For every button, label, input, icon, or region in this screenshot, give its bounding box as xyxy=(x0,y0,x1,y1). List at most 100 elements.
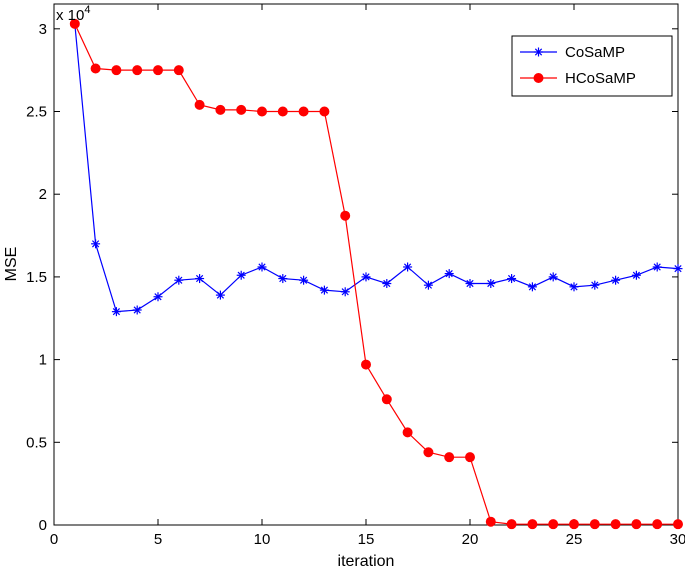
y-tick-label: 0 xyxy=(39,517,47,534)
data-point-hcosamp xyxy=(340,210,351,221)
data-point-cosamp xyxy=(631,270,641,280)
data-point-hcosamp xyxy=(173,65,184,76)
legend-box xyxy=(511,35,673,97)
data-point-hcosamp xyxy=(631,519,642,530)
marker-stroke xyxy=(195,274,204,283)
data-point-cosamp xyxy=(569,282,579,292)
data-point-hcosamp xyxy=(319,106,330,117)
data-point-hcosamp xyxy=(465,452,475,463)
marker-stroke xyxy=(570,283,578,291)
data-point-cosamp xyxy=(91,239,101,249)
data-point-hcosamp xyxy=(610,519,621,530)
data-point-hcosamp xyxy=(652,519,663,530)
marker-stroke xyxy=(487,279,495,288)
marker-stroke xyxy=(91,240,100,248)
marker-stroke xyxy=(403,263,412,271)
data-point-hcosamp xyxy=(236,104,247,115)
marker-stroke xyxy=(591,281,599,289)
y-multiplier-base: x 10 xyxy=(56,7,84,24)
marker-stroke xyxy=(133,306,141,314)
y-multiplier-label: x 104 xyxy=(56,4,90,24)
data-point-hcosamp xyxy=(215,104,226,115)
legend-label-cosamp: CoSaMP xyxy=(565,44,625,61)
data-point-cosamp xyxy=(382,279,392,289)
marker-stroke xyxy=(175,276,183,284)
y-tick-label: 2.5 xyxy=(26,104,47,121)
data-point-hcosamp xyxy=(111,65,122,76)
marker-stroke xyxy=(320,286,329,294)
data-point-hcosamp xyxy=(527,519,538,530)
marker-stroke xyxy=(507,274,516,283)
data-point-hcosamp xyxy=(548,519,559,530)
data-point-hcosamp xyxy=(673,519,683,530)
data-point-cosamp xyxy=(465,279,475,289)
data-point-hcosamp xyxy=(132,65,143,76)
data-point-hcosamp xyxy=(589,519,600,530)
y-tick-label: 1.5 xyxy=(26,269,47,286)
marker-stroke xyxy=(279,274,287,283)
marker-stroke xyxy=(299,276,308,284)
data-point-cosamp xyxy=(257,262,267,272)
data-point-cosamp xyxy=(611,275,621,285)
marker-stroke xyxy=(653,263,661,271)
data-point-hcosamp xyxy=(423,447,434,458)
x-axis-title: iteration xyxy=(338,553,395,569)
marker-stroke xyxy=(549,273,557,281)
marker-stroke xyxy=(528,283,537,291)
data-point-cosamp xyxy=(444,269,454,279)
data-point-cosamp xyxy=(236,270,246,280)
data-point-hcosamp xyxy=(402,427,413,438)
marker-stroke xyxy=(424,281,433,289)
marker-stroke xyxy=(534,48,543,56)
y-tick-label: 2 xyxy=(39,186,47,203)
data-point-cosamp xyxy=(132,305,142,315)
marker-stroke xyxy=(112,308,121,316)
data-point-hcosamp xyxy=(485,516,496,527)
marker-stroke xyxy=(216,291,225,299)
data-point-cosamp xyxy=(361,272,371,282)
data-point-cosamp xyxy=(590,280,600,290)
data-point-hcosamp xyxy=(194,99,205,110)
data-point-cosamp xyxy=(111,307,121,317)
data-point-cosamp xyxy=(153,292,163,302)
x-tick-label: 15 xyxy=(358,531,375,548)
data-point-hcosamp xyxy=(277,106,288,117)
data-point-cosamp xyxy=(319,285,329,295)
data-point-hcosamp xyxy=(257,106,267,117)
data-point-hcosamp xyxy=(298,106,309,117)
data-point-hcosamp xyxy=(506,519,517,530)
data-point-hcosamp xyxy=(444,452,455,463)
data-point-cosamp xyxy=(195,274,205,284)
data-point-cosamp xyxy=(527,282,537,292)
data-point-hcosamp xyxy=(361,359,371,370)
x-tick-label: 30 xyxy=(670,531,685,548)
y-multiplier-exponent: 4 xyxy=(84,4,90,16)
data-point-cosamp xyxy=(215,290,225,300)
data-point-cosamp xyxy=(299,275,309,285)
marker-stroke xyxy=(466,279,474,288)
marker-stroke xyxy=(611,276,620,284)
data-point-cosamp xyxy=(423,280,433,290)
x-tick-label: 20 xyxy=(462,531,479,548)
data-point-cosamp xyxy=(507,274,517,284)
marker-stroke xyxy=(341,288,349,296)
data-point-hcosamp xyxy=(569,519,579,530)
data-point-hcosamp xyxy=(69,18,80,29)
data-point-cosamp xyxy=(486,279,496,289)
data-point-cosamp xyxy=(278,274,288,284)
y-tick-label: 0.5 xyxy=(26,434,47,451)
marker-stroke xyxy=(445,269,453,278)
data-point-hcosamp xyxy=(153,65,163,76)
marker-stroke xyxy=(154,293,162,301)
legend-label-hcosamp: HCoSaMP xyxy=(565,70,636,87)
data-point-hcosamp xyxy=(381,394,392,405)
x-tick-label: 5 xyxy=(154,531,162,548)
marker-stroke xyxy=(362,273,370,281)
legend-marker-cosamp xyxy=(534,47,543,57)
y-axis-title: MSE xyxy=(3,247,20,282)
x-tick-label: 0 xyxy=(50,531,58,548)
marker-stroke xyxy=(674,265,682,273)
legend-marker-hcosamp xyxy=(533,73,544,83)
data-point-cosamp xyxy=(403,262,413,272)
